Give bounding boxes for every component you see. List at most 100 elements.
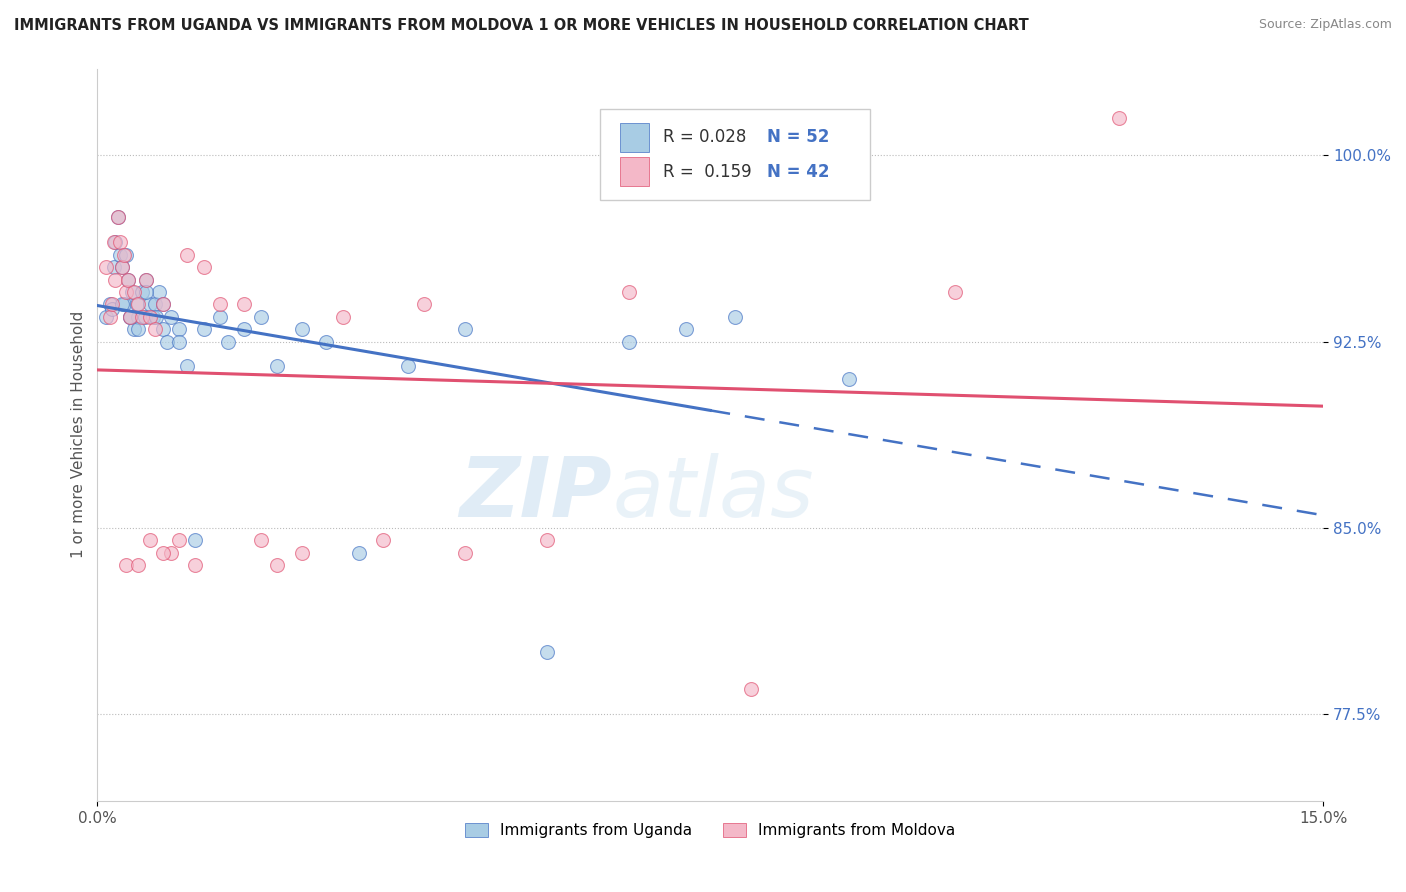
Point <box>208 297 231 311</box>
Point <box>122 322 145 336</box>
Point <box>110 235 132 250</box>
Point <box>121 285 143 299</box>
Point <box>111 260 134 274</box>
Point <box>315 334 337 349</box>
Point <box>291 322 314 336</box>
Point <box>156 334 179 349</box>
Point <box>127 322 149 336</box>
Text: atlas: atlas <box>612 453 814 533</box>
Point <box>152 322 174 336</box>
Text: N = 42: N = 42 <box>766 162 830 181</box>
Point <box>101 302 124 317</box>
Point <box>131 285 153 299</box>
Point <box>193 260 215 274</box>
Point <box>454 322 477 336</box>
Point <box>142 310 165 324</box>
Point <box>208 310 231 324</box>
FancyBboxPatch shape <box>620 123 650 152</box>
Point <box>724 310 747 324</box>
Point <box>94 260 117 274</box>
Point <box>347 546 370 560</box>
Point <box>111 260 134 274</box>
Point <box>945 285 967 299</box>
Point <box>675 322 697 336</box>
Point <box>101 297 124 311</box>
Point <box>94 310 117 324</box>
Text: ZIP: ZIP <box>460 453 612 533</box>
Point <box>127 310 149 324</box>
Point <box>139 533 162 548</box>
Point <box>148 285 170 299</box>
Point <box>167 322 190 336</box>
Point <box>152 546 174 560</box>
Point <box>617 285 640 299</box>
Point <box>143 297 166 311</box>
Point <box>1108 111 1130 125</box>
Text: Source: ZipAtlas.com: Source: ZipAtlas.com <box>1258 18 1392 31</box>
Point <box>112 248 135 262</box>
Point <box>193 322 215 336</box>
Point <box>454 546 477 560</box>
Point <box>536 645 558 659</box>
Text: R =  0.159: R = 0.159 <box>662 162 751 181</box>
Legend: Immigrants from Uganda, Immigrants from Moldova: Immigrants from Uganda, Immigrants from … <box>460 817 962 845</box>
Point <box>104 235 127 250</box>
Point <box>125 297 148 311</box>
Point <box>249 310 271 324</box>
Point <box>740 682 762 697</box>
Point <box>617 334 640 349</box>
Point <box>536 533 558 548</box>
Point <box>249 533 271 548</box>
Point <box>118 310 141 324</box>
Text: IMMIGRANTS FROM UGANDA VS IMMIGRANTS FROM MOLDOVA 1 OR MORE VEHICLES IN HOUSEHOL: IMMIGRANTS FROM UGANDA VS IMMIGRANTS FRO… <box>14 18 1029 33</box>
Point <box>98 297 121 311</box>
Point <box>152 297 174 311</box>
Point <box>373 533 395 548</box>
Point <box>396 359 419 374</box>
Point <box>266 359 288 374</box>
Y-axis label: 1 or more Vehicles in Household: 1 or more Vehicles in Household <box>72 311 86 558</box>
Point <box>110 248 132 262</box>
Point <box>98 310 121 324</box>
Point <box>184 533 207 548</box>
Point <box>117 272 139 286</box>
Point <box>135 272 157 286</box>
Text: N = 52: N = 52 <box>766 128 830 146</box>
Point <box>184 558 207 572</box>
Point <box>152 297 174 311</box>
Point <box>143 322 166 336</box>
Point <box>838 372 860 386</box>
Point <box>118 310 141 324</box>
Point <box>115 285 138 299</box>
Point <box>176 248 198 262</box>
Point <box>291 546 314 560</box>
Point <box>115 248 138 262</box>
Point <box>103 235 125 250</box>
Point <box>111 297 134 311</box>
Point <box>127 297 149 311</box>
Point <box>112 297 135 311</box>
Point <box>117 272 139 286</box>
Point <box>233 322 256 336</box>
Point <box>127 558 149 572</box>
Point <box>176 359 198 374</box>
Point <box>160 310 183 324</box>
Point <box>139 297 162 311</box>
Point <box>131 310 153 324</box>
Point <box>134 310 156 324</box>
Point <box>122 285 145 299</box>
Point <box>266 558 288 572</box>
Point <box>233 297 256 311</box>
Point <box>115 558 138 572</box>
Point <box>413 297 436 311</box>
Point <box>167 334 190 349</box>
Point <box>107 211 129 225</box>
Point <box>118 310 141 324</box>
Point <box>167 533 190 548</box>
FancyBboxPatch shape <box>620 157 650 186</box>
Text: R = 0.028: R = 0.028 <box>662 128 745 146</box>
Point <box>103 260 125 274</box>
Point <box>135 272 157 286</box>
Point <box>332 310 354 324</box>
Point <box>217 334 239 349</box>
